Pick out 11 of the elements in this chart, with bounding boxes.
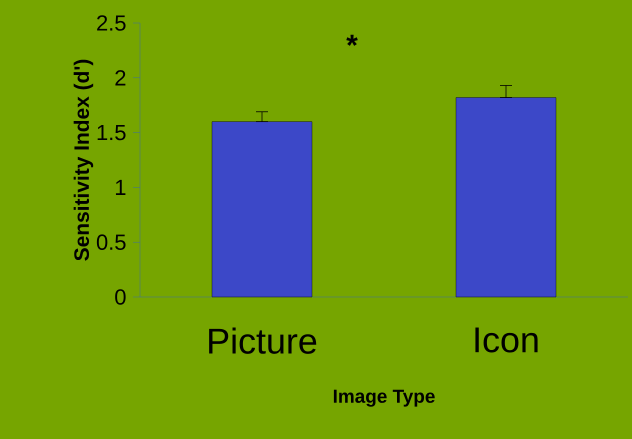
x-tick-label: Icon <box>475 328 538 353</box>
y-tick-label: 0.5 <box>96 234 126 250</box>
y-tick-label: 1 <box>116 180 126 195</box>
x-tick-label: Picture <box>209 328 316 354</box>
y-tick-label: 1.5 <box>98 124 126 140</box>
x-axis-title: Image Type <box>334 390 435 407</box>
y-tick-label: 0 <box>115 289 126 305</box>
y-tick-label: 2.5 <box>97 15 126 31</box>
y-axis-title: Sensitivity Index (d') <box>74 60 94 261</box>
annotation: * <box>346 34 358 46</box>
y-tick-label: 2 <box>115 70 126 86</box>
